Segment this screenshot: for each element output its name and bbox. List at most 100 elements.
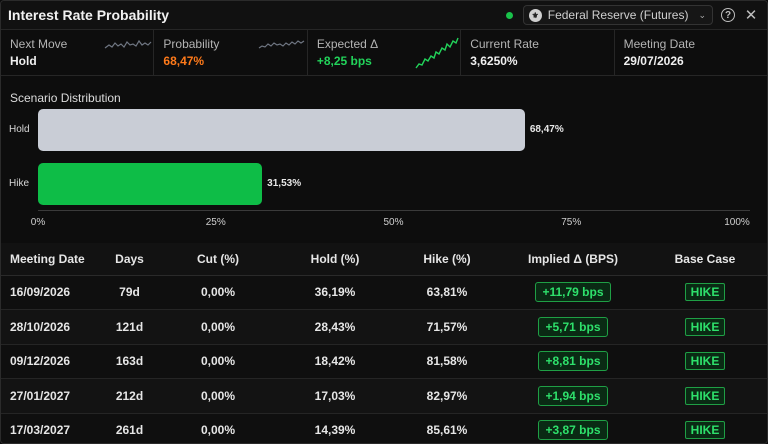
cell-implied: +5,71 bps xyxy=(503,309,643,345)
stat-value: +8,25 bps xyxy=(316,54,372,68)
cell-base-case: HIKE xyxy=(643,275,767,310)
cell-cut: 0,00% xyxy=(157,344,279,379)
meetings-table: Meeting Date Days Cut (%) Hold (%) Hike … xyxy=(1,243,767,443)
cell-base-case: HIKE xyxy=(643,413,767,443)
source-logo-icon: ⚜ xyxy=(528,8,542,22)
widget-header: Interest Rate Probability ⚜ Federal Rese… xyxy=(1,1,767,30)
bar-value-label: 68,47% xyxy=(529,124,564,135)
cell-days: 79d xyxy=(102,275,157,310)
cell-implied: +1,94 bps xyxy=(503,378,643,414)
table-row[interactable]: 16/09/2026 79d 0,00% 36,19% 63,81% +11,79 bps… xyxy=(1,275,767,310)
cell-hold: 17,03% xyxy=(279,378,391,414)
base-case-badge: HIKE xyxy=(684,317,726,336)
header-controls: ⚜ Federal Reserve (Futures) ⌄ ? ✕ xyxy=(505,5,759,25)
table-row[interactable]: 28/10/2026 121d 0,00% 28,43% 71,57% +5,71 bps… xyxy=(1,309,767,345)
cell-hold: 14,39% xyxy=(279,413,391,443)
table-header-row: Meeting Date Days Cut (%) Hold (%) Hike … xyxy=(1,243,767,276)
cell-cut: 0,00% xyxy=(157,413,279,443)
cell-implied: +11,79 bps xyxy=(503,275,643,310)
stat-meeting-date: Meeting Date 29/07/2026 xyxy=(615,30,767,75)
implied-bps-pill: +1,94 bps xyxy=(538,385,608,406)
cell-meeting-date: 28/10/2026 xyxy=(1,309,102,345)
stat-value: 29/07/2026 xyxy=(623,54,684,68)
cell-days: 261d xyxy=(102,413,157,443)
cell-days: 212d xyxy=(102,378,157,414)
x-tick-label: 25% xyxy=(205,217,226,228)
cell-cut: 0,00% xyxy=(157,275,279,310)
stat-label: Probability xyxy=(163,37,220,51)
implied-bps-pill: +5,71 bps xyxy=(538,316,608,337)
chart-title: Scenario Distribution xyxy=(10,91,121,105)
cell-hold: 36,19% xyxy=(279,275,391,310)
stat-current-rate: Current Rate 3,6250% xyxy=(461,30,615,75)
col-meeting-date[interactable]: Meeting Date xyxy=(1,243,102,276)
cell-implied: +8,81 bps xyxy=(503,344,643,379)
widget-title: Interest Rate Probability xyxy=(8,7,170,23)
table-row[interactable]: 27/01/2027 212d 0,00% 17,03% 82,97% +1,94 bps… xyxy=(1,378,767,414)
x-tick-label: 50% xyxy=(383,217,404,228)
implied-bps-pill: +11,79 bps xyxy=(535,282,611,303)
base-case-badge: HIKE xyxy=(684,352,726,371)
x-tick-label: 0% xyxy=(30,217,46,228)
chevron-down-icon: ⌄ xyxy=(698,9,706,20)
cell-base-case: HIKE xyxy=(643,378,767,414)
stats-row: Next Move Hold Probability 68,47% Expect… xyxy=(1,30,767,76)
cell-base-case: HIKE xyxy=(643,344,767,379)
stat-label: Expected Δ xyxy=(316,37,379,51)
implied-bps-pill: +3,87 bps xyxy=(538,420,608,441)
col-hike[interactable]: Hike (%) xyxy=(391,243,503,276)
table-row[interactable]: 09/12/2026 163d 0,00% 18,42% 81,58% +8,81 bps… xyxy=(1,344,767,379)
bar-category-label: Hike xyxy=(9,178,30,189)
cell-cut: 0,00% xyxy=(157,378,279,414)
cell-hold: 28,43% xyxy=(279,309,391,345)
bar-hold[interactable] xyxy=(38,109,525,151)
cell-hike: 81,58% xyxy=(391,344,503,379)
live-status-icon xyxy=(505,11,513,19)
bar-category-label: Hold xyxy=(9,124,30,135)
stat-probability: Probability 68,47% xyxy=(154,30,308,75)
bar-hike[interactable] xyxy=(38,163,263,205)
sparkline-icon xyxy=(415,37,459,69)
stat-expected-delta: Expected Δ +8,25 bps xyxy=(308,30,462,75)
sparkline-icon xyxy=(105,39,152,49)
cell-days: 163d xyxy=(102,344,157,379)
col-days[interactable]: Days xyxy=(102,243,157,276)
x-tick-label: 75% xyxy=(561,217,582,228)
cell-base-case: HIKE xyxy=(643,309,767,345)
stat-next-move: Next Move Hold xyxy=(1,30,155,75)
cell-hold: 18,42% xyxy=(279,344,391,379)
cell-meeting-date: 09/12/2026 xyxy=(1,344,102,379)
cell-hike: 63,81% xyxy=(391,275,503,310)
bar-value-label: 31,53% xyxy=(267,178,302,189)
cell-meeting-date: 27/01/2027 xyxy=(1,378,102,414)
source-dropdown[interactable]: ⚜ Federal Reserve (Futures) ⌄ xyxy=(522,5,713,25)
table-row[interactable]: 17/03/2027 261d 0,00% 14,39% 85,61% +3,87 bps… xyxy=(1,413,767,443)
col-hold[interactable]: Hold (%) xyxy=(279,243,391,276)
base-case-badge: HIKE xyxy=(684,386,726,405)
stat-value: 68,47% xyxy=(163,54,205,68)
stat-value: Hold xyxy=(10,54,37,68)
cell-meeting-date: 16/09/2026 xyxy=(1,275,102,310)
stat-label: Next Move xyxy=(10,37,68,51)
close-icon[interactable]: ✕ xyxy=(744,7,758,24)
cell-meeting-date: 17/03/2027 xyxy=(1,413,102,443)
base-case-badge: HIKE xyxy=(684,283,726,302)
cell-hike: 71,57% xyxy=(391,309,503,345)
col-implied[interactable]: Implied Δ (BPS) xyxy=(503,243,643,276)
help-icon[interactable]: ? xyxy=(721,8,735,22)
cell-hike: 85,61% xyxy=(391,413,503,443)
implied-bps-pill: +8,81 bps xyxy=(538,351,608,372)
source-dropdown-label: Federal Reserve (Futures) xyxy=(547,8,689,22)
stat-label: Current Rate xyxy=(470,37,539,51)
stat-value: 3,6250% xyxy=(470,54,518,68)
base-case-badge: HIKE xyxy=(684,421,726,440)
cell-implied: +3,87 bps xyxy=(503,413,643,443)
cell-cut: 0,00% xyxy=(157,309,279,345)
col-base-case[interactable]: Base Case xyxy=(643,243,767,276)
sparkline-icon xyxy=(258,40,305,49)
cell-days: 121d xyxy=(102,309,157,345)
col-cut[interactable]: Cut (%) xyxy=(157,243,279,276)
x-tick-label: 100% xyxy=(724,217,750,228)
stat-label: Meeting Date xyxy=(623,37,695,51)
